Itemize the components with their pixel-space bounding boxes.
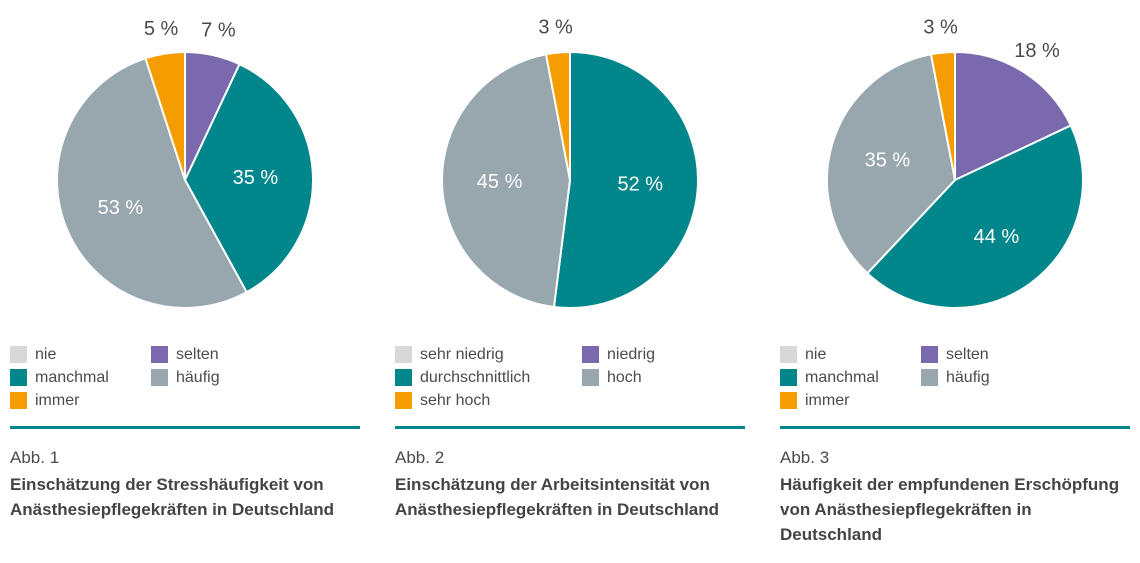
legend-swatch-icon (921, 369, 938, 386)
pie-value-label-sehr hoch: 3 % (538, 17, 573, 39)
caption-divider (395, 426, 745, 429)
legend-swatch-icon (921, 346, 938, 363)
legend-label: nie (35, 345, 57, 363)
pie-chart-3: 18 % 44 % 35 % 3 % (826, 17, 1085, 309)
legend-swatch-icon (582, 369, 599, 386)
legend-label: selten (946, 345, 989, 363)
legend-label: sehr hoch (420, 391, 491, 409)
legend-label: häufig (176, 368, 220, 386)
caption-divider (780, 426, 1130, 429)
legend-item-sehr niedrig: sehr niedrig (395, 346, 582, 363)
pie-slice-manchmal (184, 63, 314, 294)
figure-panel-3: 18 % 44 % 35 % 3 % nie selten manchmal häufig i… (780, 0, 1130, 547)
chart-legend-3: nie selten manchmal häufig immer (780, 346, 1130, 409)
figures-row: 7 % 35 % 53 % 5 % nie selten manchmal häufig im… (10, 0, 1130, 547)
figure-panel-1: 7 % 35 % 53 % 5 % nie selten manchmal häufig im… (10, 0, 360, 547)
figure-label: Abb. 2 (395, 448, 445, 467)
legend-item-durchschnittlich: durchschnittlich (395, 369, 582, 386)
legend-swatch-icon (395, 346, 412, 363)
pie-value-label-selten: 7 % (201, 20, 236, 42)
pie-slice-selten (954, 51, 1072, 181)
legend-swatch-icon (10, 369, 27, 386)
legend-swatch-icon (10, 392, 27, 409)
pie-value-label-hoch: 45 % (477, 171, 523, 193)
legend-item-manchmal: manchmal (780, 369, 921, 386)
figure-title: Einschätzung der Arbeitsintensität von A… (395, 475, 720, 519)
pie-value-label-manchmal: 35 % (233, 167, 279, 189)
pie-slice-durchschnittlich (552, 51, 699, 309)
figure-title: Einschätzung der Stresshäufigkeit von An… (10, 475, 335, 519)
pie-slice-hoch (441, 53, 571, 308)
pie-slice-sehr hoch (545, 51, 571, 181)
legend-label: häufig (946, 368, 990, 386)
legend-swatch-icon (780, 392, 797, 409)
figure-title: Häufigkeit der empfundenen Erschöpfung v… (780, 475, 1120, 544)
legend-item-selten: selten (921, 346, 1130, 363)
legend-item-häufig: häufig (921, 369, 1130, 386)
figure-label: Abb. 3 (780, 448, 830, 467)
legend-label: manchmal (805, 368, 879, 386)
legend-swatch-icon (582, 346, 599, 363)
legend-item-niedrig: niedrig (582, 346, 745, 363)
pie-slice-häufig (56, 57, 248, 309)
pie-value-label-häufig: 53 % (98, 197, 144, 219)
pie-chart-2: 52 % 45 % 3 % (441, 17, 699, 309)
legend-swatch-icon (151, 369, 168, 386)
legend-swatch-icon (395, 369, 412, 386)
caption-divider (10, 426, 360, 429)
figure-label: Abb. 1 (10, 448, 60, 467)
pie-chart-1: 7 % 35 % 53 % 5 % (56, 18, 314, 309)
legend-label: nie (805, 345, 827, 363)
pie-value-label-selten: 18 % (1014, 40, 1060, 62)
legend-label: immer (35, 391, 80, 409)
pie-value-label-immer: 5 % (144, 18, 179, 40)
legend-label: hoch (607, 368, 642, 386)
legend-label: niedrig (607, 345, 656, 363)
legend-label: immer (805, 391, 850, 409)
legend-item-hoch: hoch (582, 369, 745, 386)
legend-swatch-icon (780, 369, 797, 386)
chart-legend-1: nie selten manchmal häufig immer (10, 346, 360, 409)
legend-item-immer: immer (780, 392, 921, 409)
legend-label: durchschnittlich (420, 368, 531, 386)
pie-value-label-manchmal: 44 % (974, 226, 1020, 248)
legend-item-nie: nie (10, 346, 151, 363)
pie-value-label-häufig: 35 % (865, 149, 911, 171)
legend-item-sehr hoch: sehr hoch (395, 392, 582, 409)
legend-item-immer: immer (10, 392, 151, 409)
legend-item-manchmal: manchmal (10, 369, 151, 386)
legend-item-selten: selten (151, 346, 360, 363)
legend-swatch-icon (10, 346, 27, 363)
pie-slice-manchmal (866, 124, 1085, 309)
figure-panel-2: 52 % 45 % 3 % sehr niedrig niedrig durchschn… (395, 0, 745, 547)
legend-item-häufig: häufig (151, 369, 360, 386)
legend-item-nie: nie (780, 346, 921, 363)
pie-value-label-immer: 3 % (923, 17, 958, 39)
legend-label: sehr niedrig (420, 345, 504, 363)
legend-label: selten (176, 345, 219, 363)
pie-value-label-durchschnittlich: 52 % (618, 173, 664, 195)
pie-slice-häufig (826, 53, 956, 275)
pie-slice-immer (930, 51, 956, 181)
chart-legend-2: sehr niedrig niedrig durchschnittlich hoch s… (395, 346, 745, 409)
legend-swatch-icon (151, 346, 168, 363)
legend-label: manchmal (35, 368, 109, 386)
legend-swatch-icon (780, 346, 797, 363)
pie-slice-immer (144, 51, 186, 181)
legend-swatch-icon (395, 392, 412, 409)
